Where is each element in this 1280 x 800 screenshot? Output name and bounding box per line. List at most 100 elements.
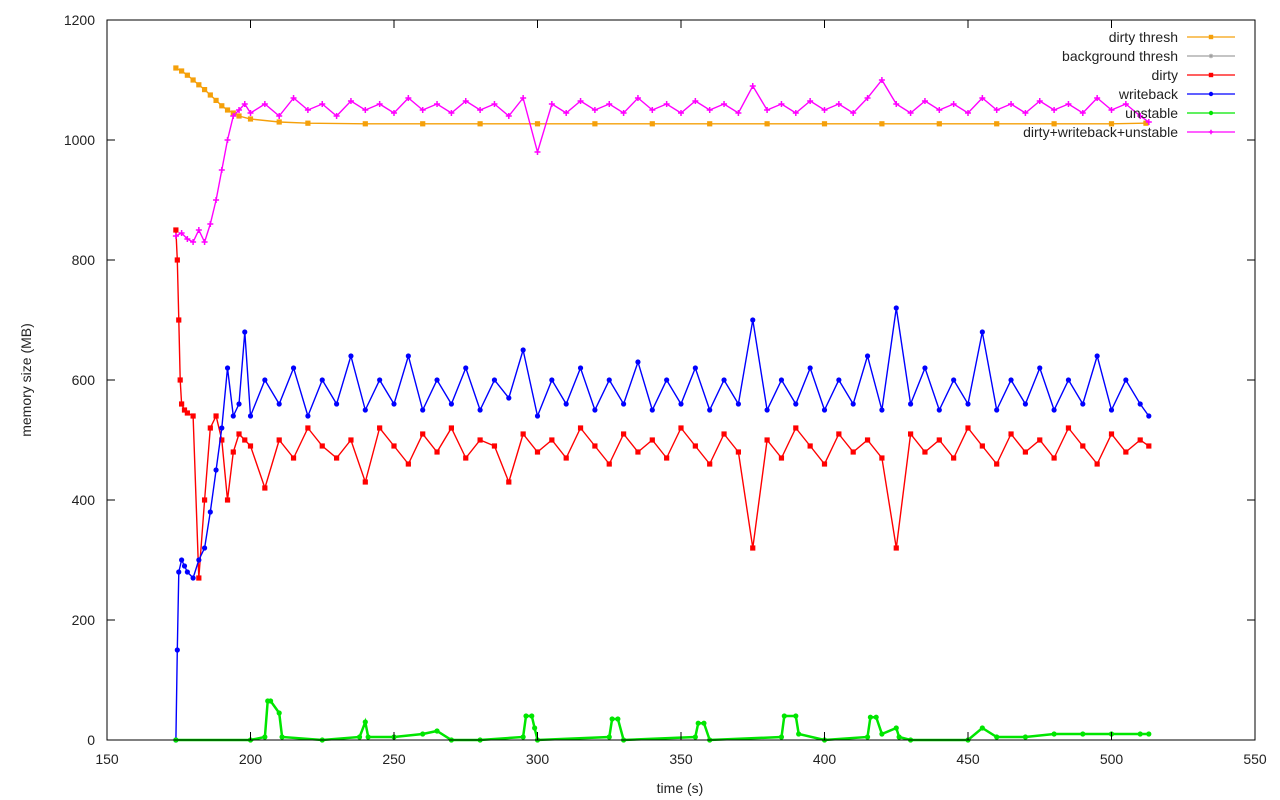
data-point: [807, 365, 813, 371]
data-point: [620, 110, 627, 116]
data-point: [606, 377, 612, 383]
data-point: [534, 149, 541, 155]
data-point: [190, 77, 196, 83]
data-point: [276, 113, 283, 119]
data-point: [907, 110, 914, 116]
data-point: [434, 377, 440, 383]
data-point: [922, 365, 928, 371]
legend-item: dirty: [1152, 67, 1235, 83]
data-point: [821, 407, 828, 413]
legend-swatch-marker: [1208, 72, 1214, 78]
data-point: [908, 431, 914, 437]
series-line: [175, 307, 1150, 741]
data-point: [979, 725, 985, 731]
data-point: [477, 407, 483, 413]
legend-label: dirty thresh: [1109, 29, 1178, 45]
series-4: [173, 698, 1152, 743]
data-point: [1037, 437, 1043, 443]
data-point: [362, 107, 369, 113]
data-point: [463, 455, 469, 461]
data-point: [1146, 731, 1152, 737]
data-point: [247, 116, 254, 122]
data-point: [184, 72, 190, 78]
data-point: [878, 77, 885, 83]
data-point: [1036, 98, 1043, 104]
data-point: [173, 227, 179, 233]
data-point: [1146, 443, 1152, 449]
data-point: [634, 95, 641, 101]
tick-layer: 150 200 250 300 350 400 450 500 550 0 200 400 600 800…: [64, 12, 1267, 767]
data-point: [201, 239, 208, 245]
y-tick-label: 1000: [64, 132, 95, 148]
data-point: [181, 563, 188, 569]
legend-swatch-marker: [1208, 91, 1214, 97]
data-point: [936, 107, 943, 113]
data-point: [993, 107, 1000, 113]
data-point: [420, 431, 426, 437]
legend-label: unstable: [1125, 105, 1178, 121]
data-point: [979, 329, 985, 335]
data-point: [721, 377, 727, 383]
data-point: [196, 575, 202, 581]
series-line: [175, 229, 1150, 579]
data-point: [864, 353, 871, 359]
data-point: [577, 365, 584, 371]
data-point: [936, 407, 942, 413]
data-point: [721, 431, 727, 437]
x-tick-label: 450: [956, 751, 980, 767]
data-point: [276, 119, 282, 125]
data-point: [577, 425, 584, 431]
data-point: [534, 449, 541, 455]
data-point: [1080, 731, 1086, 737]
y-tick-label: 400: [72, 492, 96, 508]
data-point: [764, 121, 770, 127]
data-point: [448, 401, 454, 407]
data-point: [190, 575, 196, 581]
data-point: [505, 113, 512, 119]
data-point: [1137, 731, 1143, 737]
data-point: [419, 107, 426, 113]
data-point: [334, 401, 340, 407]
data-point: [520, 734, 526, 740]
data-point: [701, 720, 707, 726]
data-point: [1094, 461, 1100, 467]
data-point: [764, 107, 771, 113]
data-point: [1022, 401, 1028, 407]
data-point: [462, 98, 469, 104]
data-point: [692, 98, 699, 104]
data-point: [190, 413, 196, 419]
data-point: [241, 101, 248, 107]
data-point: [850, 110, 857, 116]
data-point: [1146, 413, 1152, 419]
data-point: [879, 407, 885, 413]
data-point: [236, 401, 242, 407]
data-point: [951, 455, 957, 461]
data-point: [434, 728, 440, 734]
legend-swatch-marker: [1208, 129, 1214, 135]
data-point: [664, 455, 670, 461]
data-point: [936, 121, 942, 127]
data-point: [778, 101, 785, 107]
data-point: [606, 461, 612, 467]
series-3: [173, 305, 1152, 743]
y-tick-label: 0: [87, 732, 95, 748]
data-point: [796, 731, 802, 737]
data-point: [523, 713, 529, 719]
x-tick-label: 350: [669, 751, 693, 767]
data-point: [793, 401, 799, 407]
data-point: [979, 95, 986, 101]
data-point: [750, 545, 756, 551]
data-point: [534, 121, 541, 127]
data-point: [213, 197, 220, 203]
data-point: [377, 377, 383, 383]
data-point: [207, 221, 214, 227]
data-point: [896, 734, 902, 740]
data-point: [692, 734, 698, 740]
data-point: [420, 407, 426, 413]
data-point: [362, 407, 368, 413]
data-point: [1022, 734, 1028, 740]
data-point: [520, 347, 526, 353]
data-point: [692, 365, 698, 371]
legend-swatch-marker: [1208, 53, 1214, 59]
data-point: [864, 734, 871, 740]
